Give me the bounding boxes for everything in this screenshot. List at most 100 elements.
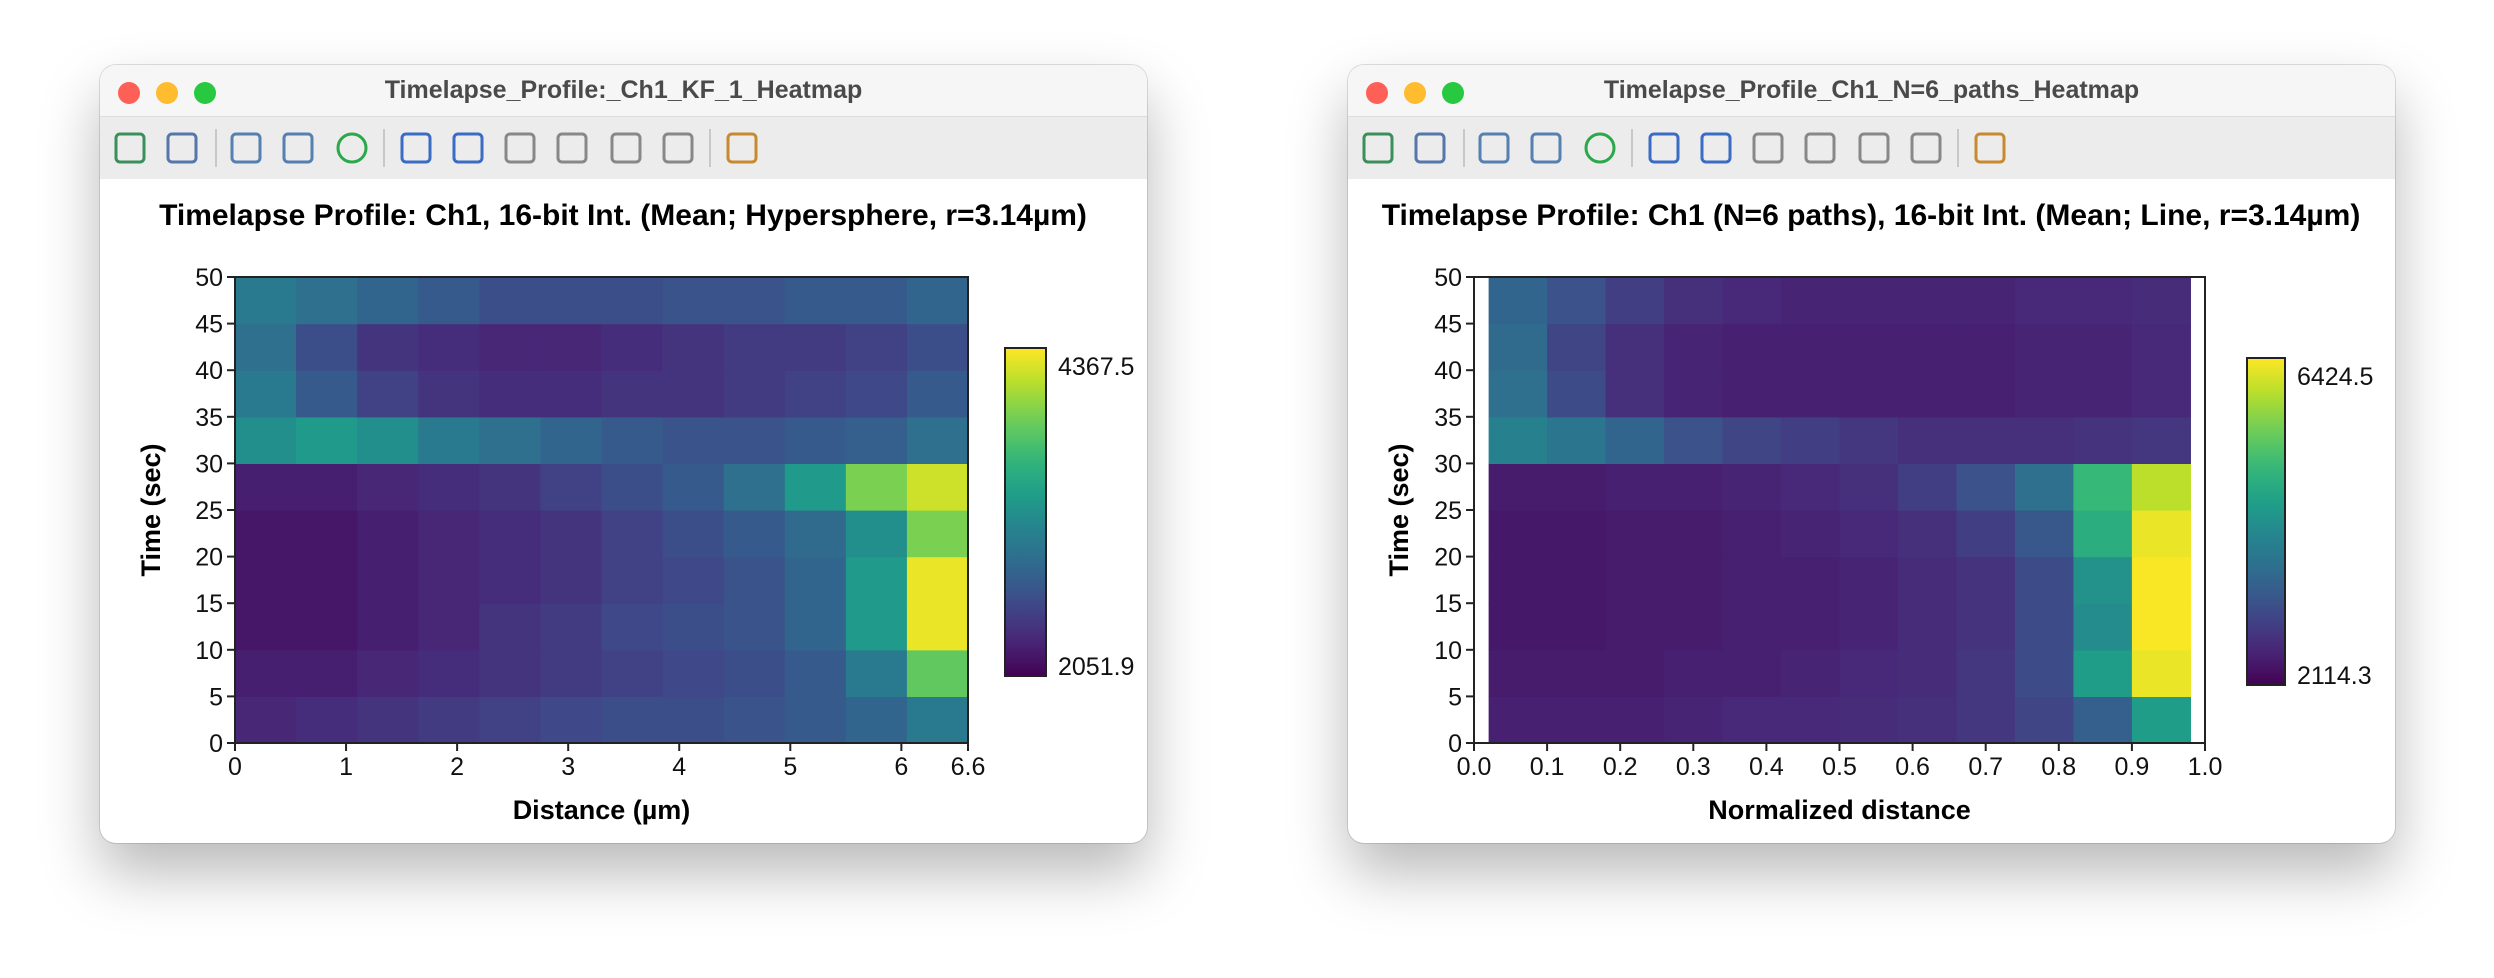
- heatmap-cell: [845, 510, 908, 558]
- heatmap-cell: [2073, 556, 2133, 604]
- heatmap-cell: [1897, 323, 1958, 371]
- toolbar-button[interactable]: [1648, 132, 1680, 164]
- zoom-button[interactable]: [194, 82, 216, 104]
- heatmap-cell: [1956, 510, 2016, 558]
- heatmap-cell: [845, 649, 908, 697]
- minimize-button[interactable]: [1404, 82, 1426, 104]
- heatmap-cell: [2014, 416, 2075, 464]
- heatmap-cell: [357, 649, 419, 697]
- close-button[interactable]: [118, 82, 140, 104]
- heatmap-cell: [784, 370, 847, 418]
- heatmap-cell: [296, 696, 358, 744]
- y-tick-label: 10: [1434, 637, 1462, 665]
- heatmap-cell: [1897, 416, 1958, 464]
- heatmap-cell: [1722, 649, 1782, 697]
- toolbar-button[interactable]: [1752, 132, 1784, 164]
- heatmap-cell: [723, 416, 786, 464]
- x-tick-label: 4: [672, 753, 686, 781]
- heatmap-cell: [1781, 277, 1841, 325]
- toolbar-button[interactable]: [1700, 132, 1732, 164]
- heatmap-cell: [1605, 696, 1665, 744]
- toolbar-button[interactable]: [504, 132, 536, 164]
- heatmap-cell: [784, 510, 847, 558]
- x-tick-label: 0.7: [1968, 753, 2003, 781]
- heatmap-cell: [2073, 510, 2133, 558]
- toolbar-icons: [114, 129, 758, 167]
- heatmap-cell: [1488, 603, 1548, 651]
- toolbar-button[interactable]: [114, 132, 146, 164]
- toolbar-button[interactable]: [1804, 132, 1836, 164]
- heatmap-cell: [2131, 277, 2191, 325]
- heatmap-cell: [784, 649, 847, 697]
- x-tick-label: 3: [561, 753, 575, 781]
- heatmap-cell: [540, 603, 603, 651]
- close-button[interactable]: [1366, 82, 1388, 104]
- toolbar-button[interactable]: [282, 132, 314, 164]
- toolbar-button[interactable]: [400, 132, 432, 164]
- heatmap-cell: [479, 416, 542, 464]
- heatmap-cell: [662, 416, 725, 464]
- y-tick-label: 45: [1434, 311, 1462, 339]
- chart-title: Timelapse Profile: Ch1 (N=6 paths), 16-b…: [1382, 199, 2361, 232]
- heatmap-cell: [1897, 556, 1958, 604]
- toolbar-button[interactable]: [1530, 132, 1562, 164]
- y-tick-label: 15: [195, 590, 223, 618]
- toolbar-button[interactable]: [1414, 132, 1446, 164]
- heatmap-cell: [540, 323, 603, 371]
- heatmap-cell: [357, 510, 419, 558]
- heatmap-cell: [1605, 510, 1665, 558]
- toolbar-button[interactable]: [556, 132, 588, 164]
- toolbar-button[interactable]: [1974, 132, 2006, 164]
- heatmap-cell: [479, 277, 542, 325]
- heatmap-cell: [2131, 649, 2191, 697]
- toolbar-button[interactable]: [1910, 132, 1942, 164]
- zoom-button[interactable]: [1442, 82, 1464, 104]
- toolbar-button[interactable]: [230, 132, 262, 164]
- heatmap-cell: [1781, 370, 1841, 418]
- toolbar-button[interactable]: [336, 132, 368, 164]
- minimize-button[interactable]: [156, 82, 178, 104]
- toolbar-button[interactable]: [1362, 132, 1394, 164]
- heatmap-cell: [296, 323, 358, 371]
- heatmap-cell: [418, 416, 480, 464]
- heatmap-cell: [845, 463, 908, 511]
- heatmap-cell: [479, 556, 542, 604]
- toolbar-button[interactable]: [452, 132, 484, 164]
- heatmap-cell: [1722, 370, 1782, 418]
- toolbar-button[interactable]: [1478, 132, 1510, 164]
- heatmap-cell: [1605, 463, 1665, 511]
- toolbar-button[interactable]: [1584, 132, 1616, 164]
- heatmap-cell: [1956, 603, 2016, 651]
- heatmap-cell: [906, 556, 969, 604]
- heatmap-cell: [2131, 370, 2191, 418]
- x-tick-label: 2: [450, 753, 464, 781]
- heatmap-cell: [1605, 416, 1665, 464]
- toolbar-button[interactable]: [610, 132, 642, 164]
- heatmap-cell: [1897, 510, 1958, 558]
- toolbar-button[interactable]: [166, 132, 198, 164]
- heatmap-cell: [1897, 277, 1958, 325]
- toolbar: [100, 116, 1147, 179]
- heatmap-cell: [662, 649, 725, 697]
- y-tick-label: 35: [195, 404, 223, 432]
- heatmap-cell: [479, 323, 542, 371]
- heatmap-cell: [662, 696, 725, 744]
- heatmap-cell: [1547, 556, 1607, 604]
- y-tick-label: 25: [195, 497, 223, 525]
- heatmap-cell: [418, 696, 480, 744]
- heatmap-cell: [1897, 463, 1958, 511]
- toolbar-button[interactable]: [1858, 132, 1890, 164]
- heatmap-cell: [1781, 603, 1841, 651]
- heatmap-cell: [906, 649, 969, 697]
- heatmap-cell: [1839, 603, 1899, 651]
- heatmap-cell: [235, 323, 297, 371]
- heatmap-cell: [296, 416, 358, 464]
- heatmap-cell: [1605, 649, 1665, 697]
- heatmap-cell: [1839, 556, 1899, 604]
- toolbar-button[interactable]: [662, 132, 694, 164]
- toolbar-button[interactable]: [726, 132, 758, 164]
- heatmap-cell: [357, 463, 419, 511]
- heatmap-cell: [2073, 696, 2133, 744]
- heatmap-cell: [601, 603, 664, 651]
